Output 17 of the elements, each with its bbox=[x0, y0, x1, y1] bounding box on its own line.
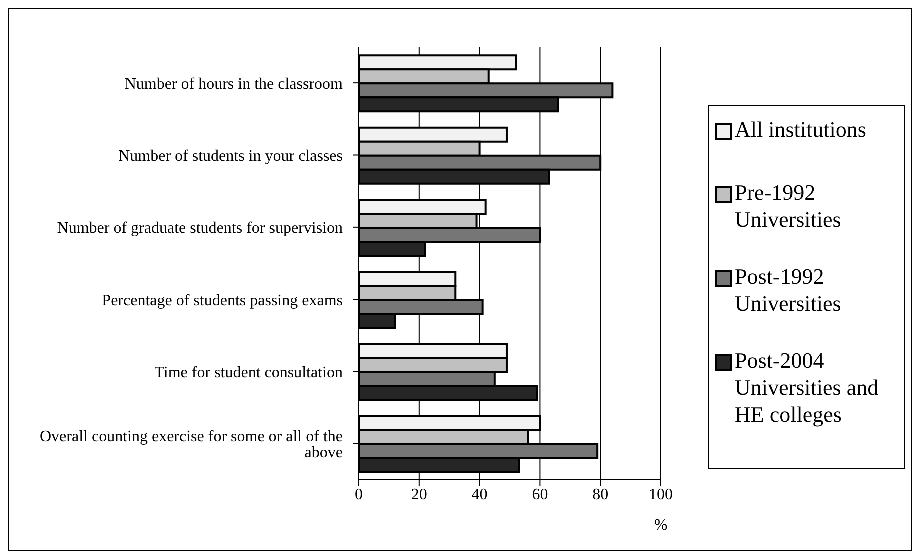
y-tick-label: Number of graduate students for supervision bbox=[57, 220, 343, 238]
legend-label: Post-1992 Universities bbox=[735, 263, 842, 317]
x-tick-label: 80 bbox=[592, 486, 609, 504]
x-tick-label: 0 bbox=[355, 486, 363, 504]
x-tick-label: 100 bbox=[649, 486, 673, 504]
legend-label: Pre-1992 Universities bbox=[735, 179, 842, 233]
y-tick-label: Time for student consultation bbox=[154, 364, 343, 382]
x-tick-label: 40 bbox=[472, 486, 488, 504]
legend-label: Post-2004 Universities and HE colleges bbox=[735, 347, 880, 428]
y-tick-label: Overall counting exercise for some or all of the above bbox=[40, 428, 343, 462]
x-tick-label: 20 bbox=[411, 486, 428, 504]
y-tick-label: Number of hours in the classroom bbox=[124, 76, 344, 93]
y-tick-label: Percentage of students passing exams bbox=[102, 292, 343, 310]
x-axis-title: % bbox=[654, 517, 668, 534]
y-tick-label: Number of students in your classes bbox=[118, 148, 343, 165]
legend-label: All institutions bbox=[735, 116, 866, 143]
x-tick-label: 60 bbox=[532, 486, 548, 504]
